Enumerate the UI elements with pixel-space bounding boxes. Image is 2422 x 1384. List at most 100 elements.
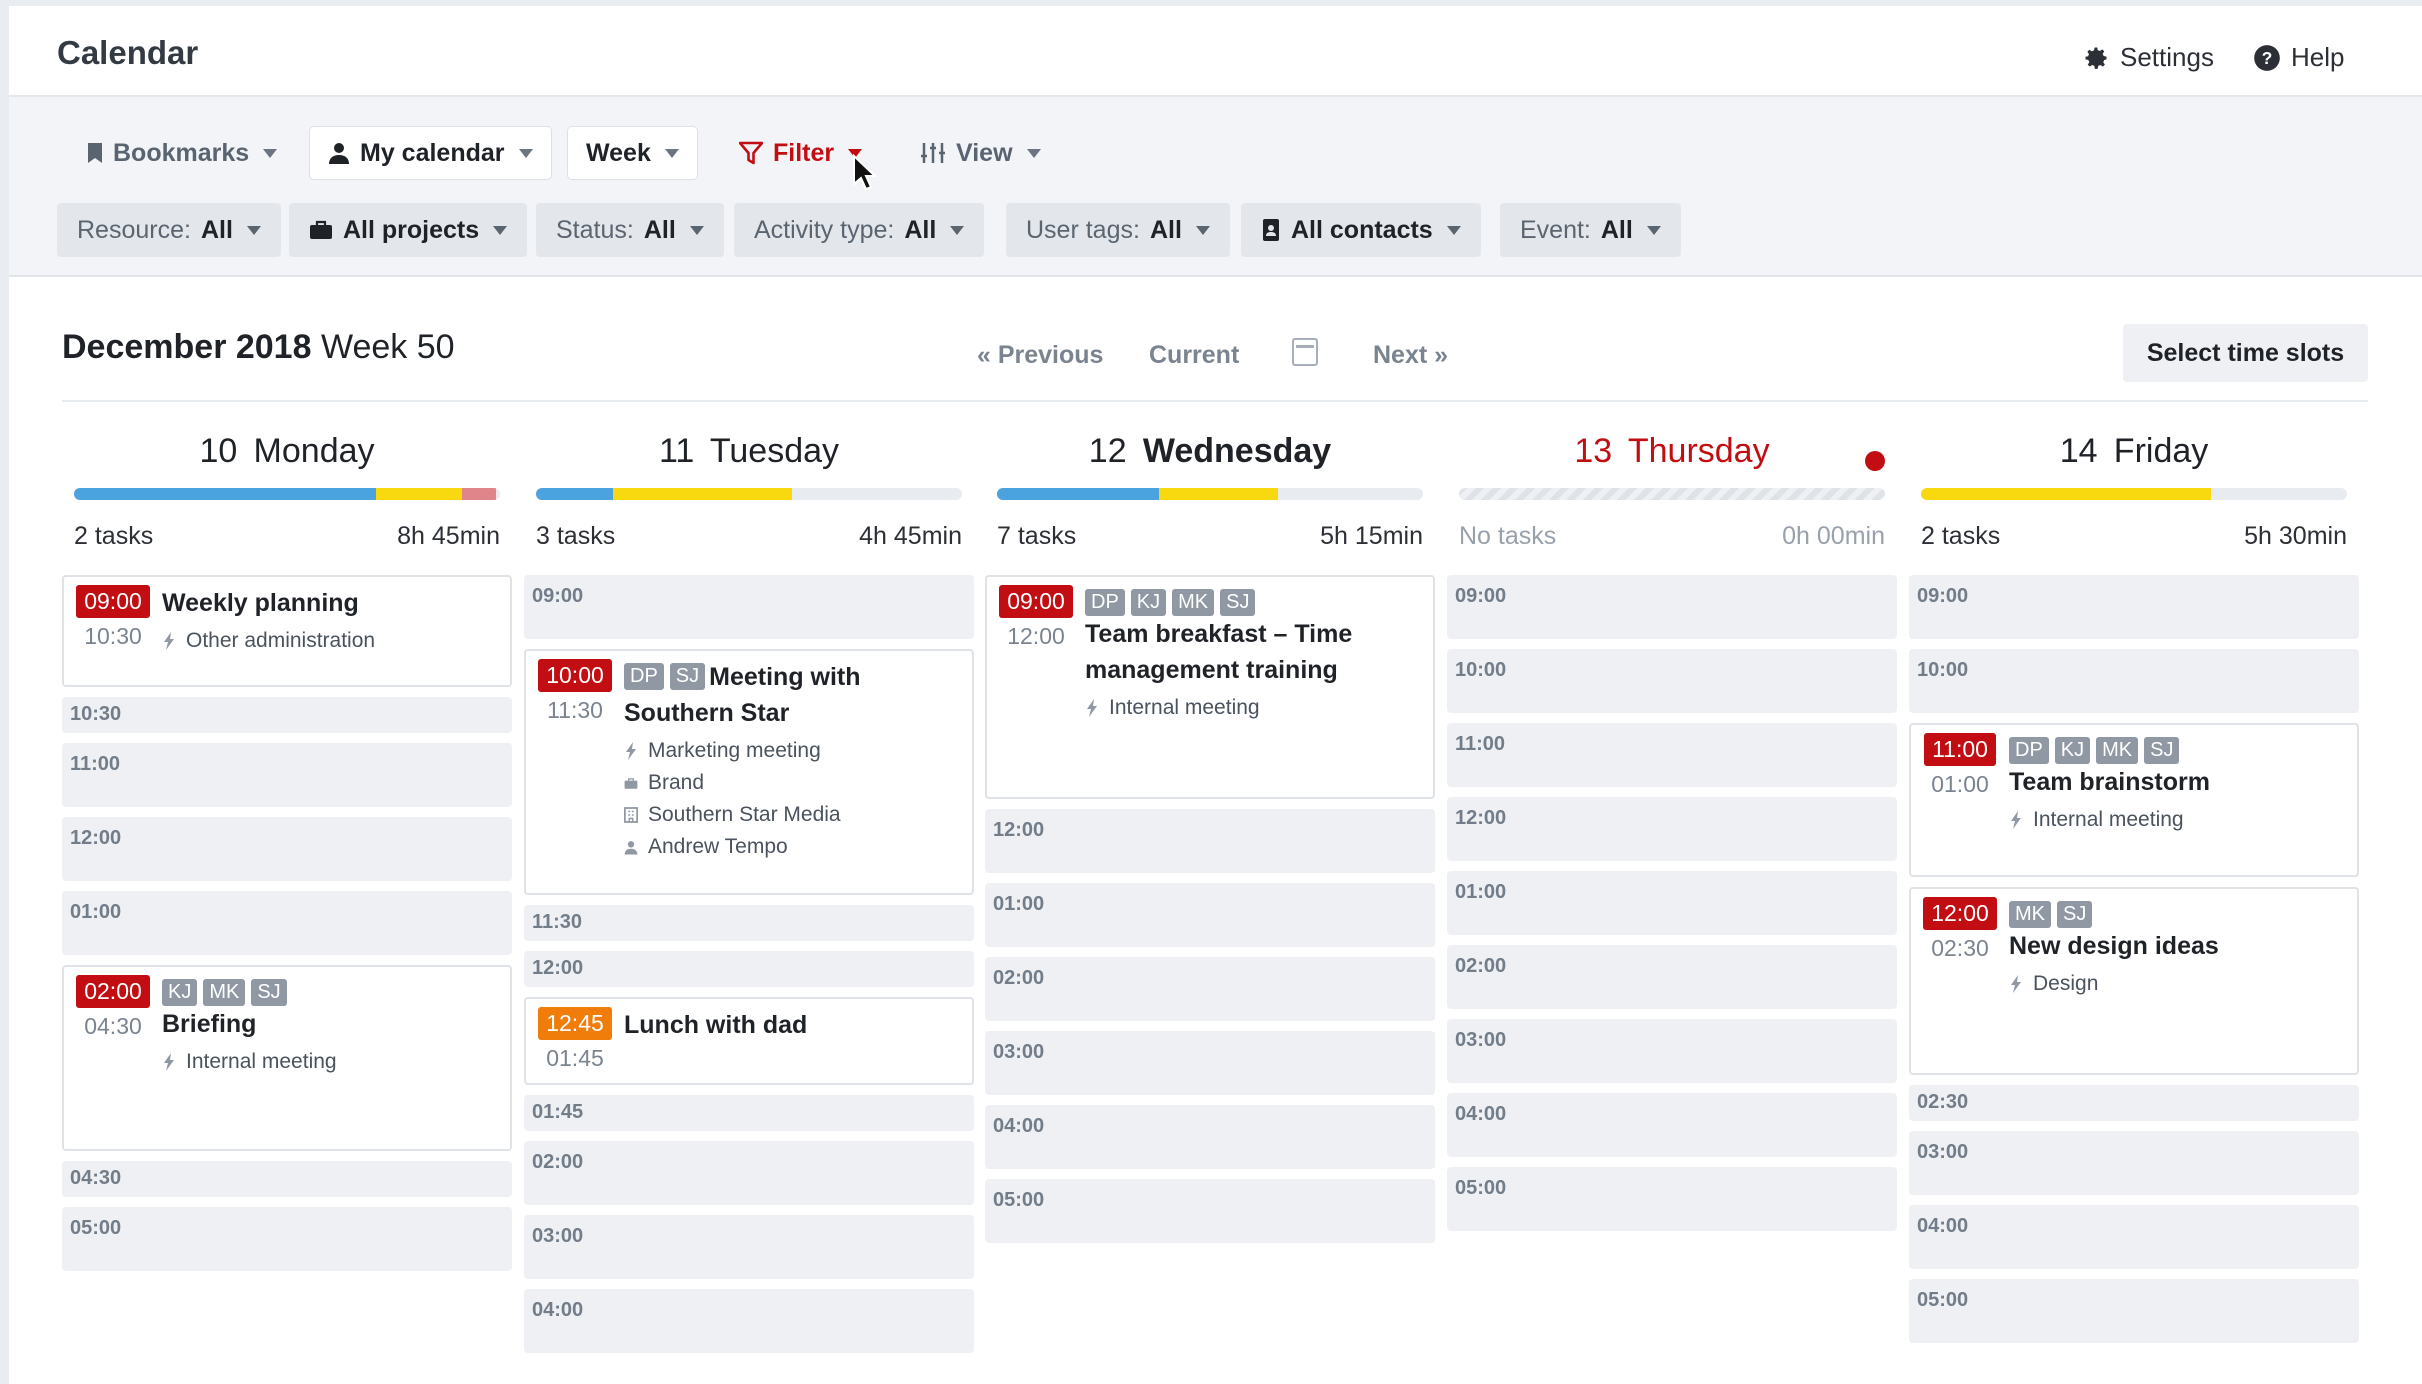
empty-time-slot[interactable]: 01:00 <box>1447 871 1897 935</box>
event-card[interactable]: 12:00 02:30 MK SJ New design ideas Design <box>1909 887 2359 1075</box>
empty-time-slot[interactable]: 11:00 <box>1447 723 1897 787</box>
gear-icon <box>2085 47 2107 69</box>
previous-link[interactable]: « Previous <box>977 341 1104 369</box>
attendee-badge[interactable]: KJ <box>2054 737 2091 764</box>
attendee-badge[interactable]: DP <box>2009 737 2049 764</box>
empty-time-slot[interactable]: 11:30 <box>524 905 974 941</box>
event-title[interactable]: Team breakfast – Time management trainin… <box>1085 620 1353 684</box>
empty-time-slot[interactable]: 02:30 <box>1909 1085 2359 1121</box>
attendee-badge[interactable]: KJ <box>1130 589 1167 616</box>
empty-time-slot[interactable]: 05:00 <box>985 1179 1435 1243</box>
event-card[interactable]: 10:00 11:30 DP SJ Meeting with Southern Star… <box>524 649 974 895</box>
event-card[interactable]: 02:00 04:30 KJ MK SJ Briefing Internal meeting <box>62 965 512 1151</box>
empty-time-slot[interactable]: 04:00 <box>1909 1205 2359 1269</box>
chevron-down-icon <box>950 225 965 235</box>
bookmarks-label: Bookmarks <box>113 138 250 167</box>
projects-filter[interactable]: All projects <box>289 203 528 257</box>
empty-time-slot[interactable]: 10:00 <box>1447 649 1897 713</box>
contacts-filter[interactable]: All contacts <box>1241 203 1481 257</box>
empty-time-slot[interactable]: 09:00 <box>524 575 974 639</box>
event-card[interactable]: 09:00 10:30 Weekly planning Other administr… <box>62 575 512 687</box>
empty-time-slot[interactable]: 04:00 <box>1447 1093 1897 1157</box>
current-link[interactable]: Current <box>1149 341 1240 369</box>
empty-time-slot[interactable]: 02:00 <box>985 957 1435 1021</box>
empty-time-slot[interactable]: 01:00 <box>62 891 512 955</box>
attendee-badge[interactable]: MK <box>2009 901 2051 928</box>
day-heading[interactable]: 10 Monday <box>62 426 512 488</box>
week-dropdown[interactable]: Week <box>567 126 698 180</box>
empty-time-slot[interactable]: 01:45 <box>524 1095 974 1131</box>
attendee-badge[interactable]: SJ <box>669 663 706 690</box>
empty-time-slot[interactable]: 12:00 <box>985 809 1435 873</box>
empty-time-slot[interactable]: 09:00 <box>1909 575 2359 639</box>
event-title[interactable]: Meeting with Southern Star <box>624 663 861 727</box>
attendee-badge[interactable]: MK <box>203 979 246 1006</box>
event-title[interactable]: Team brainstorm <box>2009 768 2210 796</box>
event-card[interactable]: 09:00 12:00 DP KJ MK SJ Team breakfast – Time … <box>985 575 1435 799</box>
attendee-badge[interactable]: DP <box>624 663 664 690</box>
empty-time-slot[interactable]: 09:00 <box>1447 575 1897 639</box>
empty-time-slot[interactable]: 04:00 <box>985 1105 1435 1169</box>
chevron-down-icon <box>1446 225 1461 235</box>
empty-time-slot[interactable]: 03:00 <box>1447 1019 1897 1083</box>
day-heading[interactable]: 12 Wednesday <box>985 426 1435 488</box>
empty-time-slot[interactable]: 11:00 <box>62 743 512 807</box>
event-card[interactable]: 11:00 01:00 DP KJ MK SJ Team brainstorm Interna… <box>1909 723 2359 877</box>
empty-time-slot[interactable]: 01:00 <box>985 883 1435 947</box>
empty-time-slot[interactable]: 04:30 <box>62 1161 512 1197</box>
empty-time-slot[interactable]: 10:30 <box>62 697 512 733</box>
next-link[interactable]: Next » <box>1373 341 1449 369</box>
empty-time-slot[interactable]: 05:00 <box>1447 1167 1897 1231</box>
bookmark-icon <box>88 143 102 163</box>
day-stats: No tasks 0h 00min <box>1459 522 1885 551</box>
attendee-badge[interactable]: SJ <box>2144 737 2180 764</box>
attendee-badge[interactable]: MK <box>1172 589 1215 616</box>
empty-time-slot[interactable]: 03:00 <box>524 1215 974 1279</box>
event-title[interactable]: New design ideas <box>2009 932 2219 960</box>
attendee-badge[interactable]: DP <box>1085 589 1125 616</box>
filter-dropdown[interactable]: Filter <box>721 126 880 180</box>
empty-time-slot[interactable]: 12:00 <box>62 817 512 881</box>
calendar-picker-icon[interactable] <box>1292 338 1318 366</box>
empty-time-slot[interactable]: 12:00 <box>524 951 974 987</box>
empty-time-slot[interactable]: 02:00 <box>1447 945 1897 1009</box>
attendee-badge[interactable]: KJ <box>162 979 198 1006</box>
workload-segment <box>1158 488 1279 500</box>
day-heading[interactable]: 14 Friday <box>1909 426 2359 488</box>
event-title[interactable]: Lunch with dad <box>624 1011 808 1039</box>
my-calendar-label: My calendar <box>360 138 505 167</box>
attendee-badge[interactable]: SJ <box>2057 901 2093 928</box>
status-filter[interactable]: Status: All <box>536 203 724 257</box>
user-tags-filter[interactable]: User tags: All <box>1006 203 1230 257</box>
bookmarks-dropdown[interactable]: Bookmarks <box>69 126 295 180</box>
total-hours: 5h 30min <box>2244 522 2347 550</box>
activity-type-filter[interactable]: Activity type: All <box>734 203 985 257</box>
empty-time-slot[interactable]: 04:00 <box>524 1289 974 1353</box>
attendee-badge[interactable]: SJ <box>1220 589 1256 616</box>
day-heading[interactable]: 13 Thursday <box>1447 426 1897 488</box>
day-stats: 7 tasks 5h 15min <box>997 522 1423 551</box>
empty-time-slot[interactable]: 12:00 <box>1447 797 1897 861</box>
select-time-slots-button[interactable]: Select time slots <box>2123 324 2368 382</box>
event-title[interactable]: Weekly planning <box>162 589 359 617</box>
empty-time-slot[interactable]: 02:00 <box>524 1141 974 1205</box>
attendee-badge[interactable]: MK <box>2096 737 2139 764</box>
empty-time-slot[interactable]: 03:00 <box>1909 1131 2359 1195</box>
attendee-badge[interactable]: SJ <box>251 979 287 1006</box>
view-dropdown[interactable]: View <box>902 126 1059 180</box>
event-filter[interactable]: Event: All <box>1500 203 1681 257</box>
event-start-time: 09:00 <box>76 585 150 618</box>
event-card[interactable]: 12:45 01:45 Lunch with dad <box>524 997 974 1085</box>
empty-time-slot[interactable]: 05:00 <box>1909 1279 2359 1343</box>
empty-time-slot[interactable]: 05:00 <box>62 1207 512 1271</box>
my-calendar-dropdown[interactable]: My calendar <box>309 126 552 180</box>
empty-time-slot[interactable]: 03:00 <box>985 1031 1435 1095</box>
chevron-down-icon <box>1646 225 1661 235</box>
time-slots: 09:00 10:00 11:00 12:00 01:00 02:00 03:00 04:00… <box>1447 575 1897 1231</box>
day-heading[interactable]: 11 Tuesday <box>524 426 974 488</box>
empty-time-slot[interactable]: 10:00 <box>1909 649 2359 713</box>
settings-link[interactable]: Settings <box>2082 42 2214 73</box>
resource-filter[interactable]: Resource: All <box>57 203 281 257</box>
help-link[interactable]: ? Help <box>2253 42 2344 73</box>
event-title[interactable]: Briefing <box>162 1010 257 1038</box>
